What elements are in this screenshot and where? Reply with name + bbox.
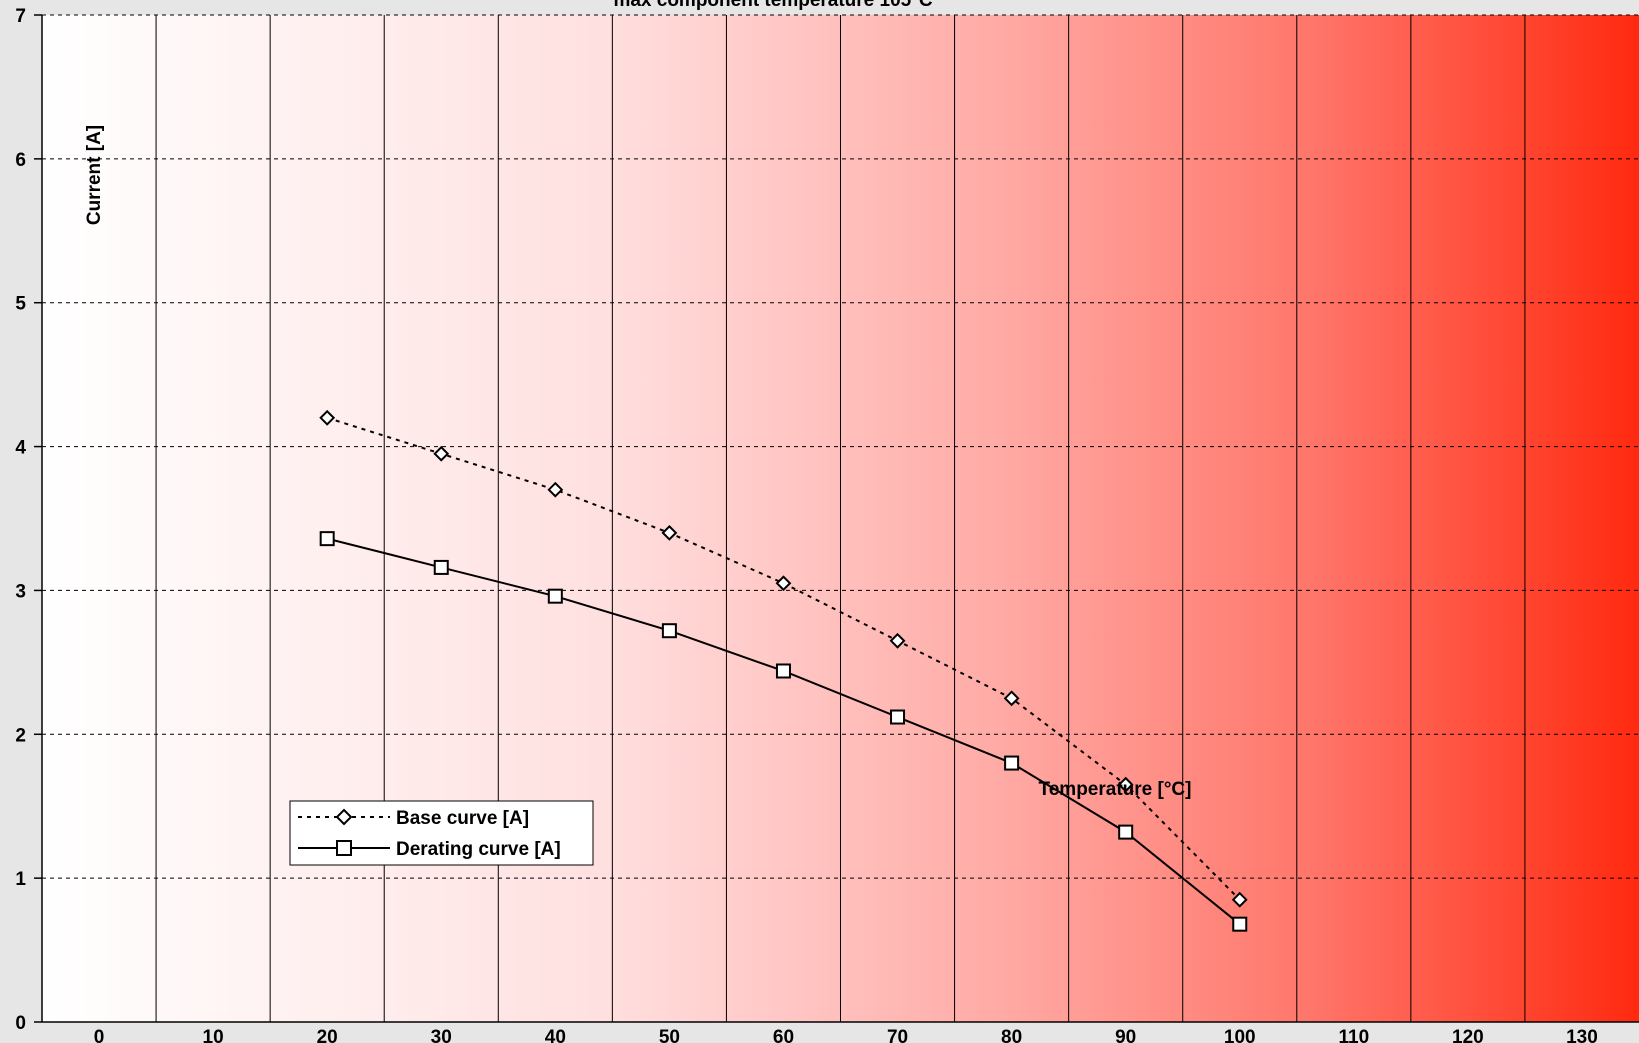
y-tick-label: 5 [15, 294, 26, 315]
y-tick-label: 6 [15, 150, 26, 171]
x-tick-label: 100 [1224, 1027, 1256, 1043]
derating-curve-point [1232, 916, 1248, 932]
derating-curve-point [890, 709, 906, 725]
y-tick-label: 2 [15, 725, 26, 746]
base-curve-point [775, 575, 792, 592]
derating-curve-point [1118, 824, 1134, 840]
base-curve-point [547, 481, 564, 498]
base-curve-point [1117, 776, 1134, 793]
derating-curve-point [319, 531, 335, 547]
legend-derating-marker [336, 840, 352, 856]
x-tick-label: 80 [1001, 1027, 1022, 1043]
legend-base-marker [335, 808, 353, 826]
y-tick-label: 4 [15, 438, 26, 459]
derating-curve-point [1004, 755, 1020, 771]
x-tick-label: 20 [317, 1027, 338, 1043]
derating-curve-point [775, 663, 791, 679]
base-curve-point [433, 445, 450, 462]
x-tick-label: 60 [773, 1027, 794, 1043]
x-axis-title: Temperature [°C] [1039, 779, 1192, 800]
base-curve-point [1003, 690, 1020, 707]
chart-title: max component temperature 105°C [613, 0, 932, 11]
x-tick-label: 90 [1115, 1027, 1136, 1043]
x-tick-label: 40 [545, 1027, 566, 1043]
legend-base-label: Base curve [A] [396, 808, 529, 829]
y-tick-label: 0 [15, 1013, 26, 1034]
x-tick-label: 10 [203, 1027, 224, 1043]
x-tick-label: 110 [1338, 1027, 1369, 1043]
base-curve-point [319, 409, 336, 426]
base-curve-point [889, 632, 906, 649]
base-curve-point [661, 524, 678, 541]
legend-derating-label: Derating curve [A] [396, 839, 561, 860]
x-tick-label: 0 [94, 1027, 105, 1043]
series-layer [319, 409, 1248, 932]
y-tick-label: 3 [15, 581, 26, 602]
base-curve-point [1231, 891, 1248, 908]
y-tick-label: 1 [15, 869, 26, 890]
derating-curve-point [433, 559, 449, 575]
y-axis-title: Current [A] [84, 125, 105, 225]
x-tick-label: 50 [659, 1027, 680, 1043]
x-tick-label: 130 [1566, 1027, 1598, 1043]
x-tick-label: 30 [431, 1027, 452, 1043]
x-tick-label: 120 [1452, 1027, 1484, 1043]
x-tick-label: 70 [887, 1027, 908, 1043]
grid-lines [42, 14, 1639, 1022]
y-tick-label: 7 [15, 6, 26, 27]
derating-curve-point [547, 588, 563, 604]
derating-curve-point [661, 623, 677, 639]
legend: Base curve [A] Derating curve [A] [289, 800, 594, 866]
